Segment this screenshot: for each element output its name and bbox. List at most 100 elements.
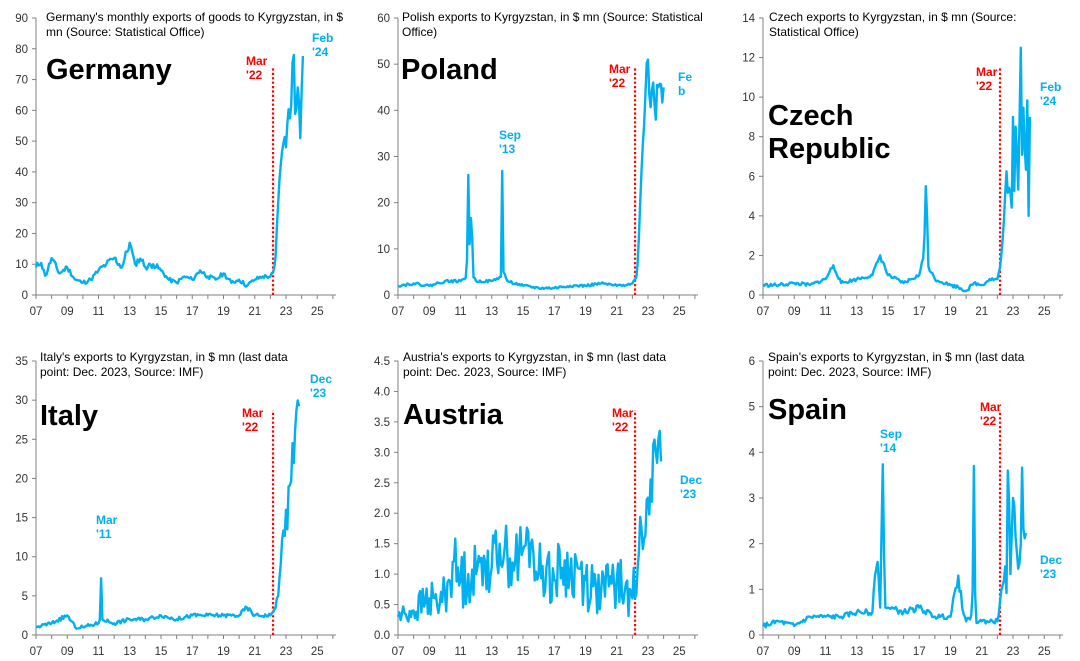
y-tick-label: 10 xyxy=(377,244,390,256)
event-label-month: Mar xyxy=(246,54,268,68)
y-tick-label: 1.0 xyxy=(374,569,390,581)
spike-label-month: Mar xyxy=(96,513,118,527)
y-tick-label: 2.5 xyxy=(374,478,390,490)
x-tick-label: 25 xyxy=(311,646,324,658)
country-label: Germany xyxy=(46,54,172,86)
y-tick-label: 0.0 xyxy=(374,630,390,642)
x-tick-label: 07 xyxy=(30,306,43,318)
x-tick-label: 09 xyxy=(423,306,436,318)
event-label-mar: Mar '22 xyxy=(242,406,263,434)
x-tick-label: 09 xyxy=(423,646,436,658)
x-tick-label: 23 xyxy=(1007,306,1020,318)
event-label-month: Mar xyxy=(976,65,998,79)
country-label: Italy xyxy=(40,400,99,432)
y-tick-label: 4 xyxy=(749,211,756,223)
chart-panel-czech: 0 2 4 6 8 10 12 14 07 09 11 13 15 17 19 21 23 25 Czech ex… xyxy=(720,0,1080,330)
x-tick-label: 15 xyxy=(882,646,895,658)
chart-panel-germany: 0 10 20 30 40 50 60 70 80 90 07 09 11 13 15 17 19 21 23 25 … xyxy=(0,0,360,330)
x-tick-label: 23 xyxy=(1007,646,1020,658)
chart-subtitle: Czech exports to Kyrgyzstan, in $ mn (So… xyxy=(769,10,1017,39)
x-tick-label: 23 xyxy=(642,306,655,318)
chart-panel-italy: 0 5 10 15 20 25 30 35 07 09 11 13 15 17 19 21 23 25 Italy… xyxy=(0,341,360,661)
end-label-year: '24 xyxy=(1040,94,1057,108)
y-tick-label: 8 xyxy=(749,132,755,144)
x-tick-label: 11 xyxy=(93,306,105,318)
chart-subtitle: Italy's exports to Kyrgyzstan, in $ mn (… xyxy=(40,350,288,379)
end-label-year: '23 xyxy=(310,386,327,400)
series-line xyxy=(396,429,663,623)
end-label: Feb '24 xyxy=(312,31,333,59)
x-tick-label: 11 xyxy=(455,306,467,318)
y-tick-label: 5 xyxy=(22,591,28,603)
end-label-month: Dec xyxy=(680,473,703,487)
y-tick-label: 50 xyxy=(15,136,28,148)
y-tick-label: 2 xyxy=(749,539,755,551)
y-tick-label: 3.5 xyxy=(374,417,390,429)
x-tick-label: 19 xyxy=(217,306,230,318)
y-tick-label: 0 xyxy=(749,290,755,302)
y-tick-label: 0 xyxy=(749,630,755,642)
y-tick-label: 4.0 xyxy=(374,386,390,398)
spike-label-year: '11 xyxy=(96,527,112,541)
y-tick-label: 20 xyxy=(15,473,28,485)
x-tick-label: 23 xyxy=(280,306,293,318)
x-tick-label: 09 xyxy=(61,306,74,318)
y-tick-label: 0 xyxy=(22,290,28,302)
end-label: Feb '24 xyxy=(1040,80,1061,108)
y-tick-label: 0 xyxy=(22,630,28,642)
spike-label: Sep '13 xyxy=(499,128,521,156)
x-tick-label: 11 xyxy=(93,646,105,658)
y-tick-label: 0.5 xyxy=(374,600,390,612)
event-label-year: '22 xyxy=(242,420,259,434)
x-tick-label: 21 xyxy=(248,306,261,318)
series-line xyxy=(397,58,665,291)
y-tick-label: 15 xyxy=(15,513,28,525)
y-tick-label: 40 xyxy=(15,167,28,179)
event-label-mar: Mar '22 xyxy=(609,62,630,90)
chart-subtitle: Austria's exports to Kyrgyzstan, in $ mn… xyxy=(403,350,667,379)
y-tick-label: 90 xyxy=(15,13,28,25)
chart-svg-italy: 0 5 10 15 20 25 30 35 07 09 11 13 15 17 19 21 23 25 xyxy=(15,356,336,658)
country-label-line2: Republic xyxy=(768,133,891,165)
x-tick-label: 17 xyxy=(548,646,561,658)
x-tick-label: 13 xyxy=(850,306,863,318)
x-tick-label: 11 xyxy=(820,646,832,658)
y-tick-label: 10 xyxy=(15,259,28,271)
x-tick-label: 19 xyxy=(579,306,592,318)
event-label-mar: Mar '22 xyxy=(612,406,633,434)
x-tick-label: 25 xyxy=(1038,306,1051,318)
x-tick-label: 15 xyxy=(882,306,895,318)
end-label: Dec '23 xyxy=(310,372,332,400)
event-label-year: '22 xyxy=(246,68,263,82)
y-tick-label: 35 xyxy=(15,356,28,368)
y-tick-label: 30 xyxy=(377,152,390,164)
y-tick-label: 1 xyxy=(749,584,755,596)
x-tick-label: 19 xyxy=(579,646,592,658)
y-tick-label: 40 xyxy=(377,105,390,117)
x-tick-label: 07 xyxy=(392,646,405,658)
event-label-mar: Mar '22 xyxy=(246,54,267,82)
series-line xyxy=(34,53,305,288)
x-tick-label: 21 xyxy=(610,306,623,318)
y-tick-label: 30 xyxy=(15,198,28,210)
chart-panel-poland: 0 10 20 30 40 50 60 07 09 11 13 15 17 19 21 23 25 Polish… xyxy=(360,0,720,330)
x-tick-label: 17 xyxy=(548,306,561,318)
end-label-year: '24 xyxy=(312,45,329,59)
x-tick-label: 15 xyxy=(155,306,168,318)
y-tick-label: 4.5 xyxy=(374,356,390,368)
x-tick-label: 13 xyxy=(123,306,136,318)
x-tick-label: 13 xyxy=(123,646,136,658)
y-tick-label: 60 xyxy=(15,105,28,117)
chart-subtitle: Polish exports to Kyrgyzstan, in $ mn (S… xyxy=(402,10,703,39)
x-tick-label: 21 xyxy=(610,646,623,658)
x-tick-label: 13 xyxy=(850,646,863,658)
country-label: Poland xyxy=(401,54,498,86)
x-tick-label: 07 xyxy=(392,306,405,318)
end-label-month: Fe xyxy=(678,70,693,84)
end-label-year: b xyxy=(678,84,686,98)
y-tick-label: 12 xyxy=(742,53,755,65)
x-tick-label: 17 xyxy=(913,306,926,318)
x-tick-label: 13 xyxy=(485,306,498,318)
spike-label: Mar '11 xyxy=(96,513,117,541)
